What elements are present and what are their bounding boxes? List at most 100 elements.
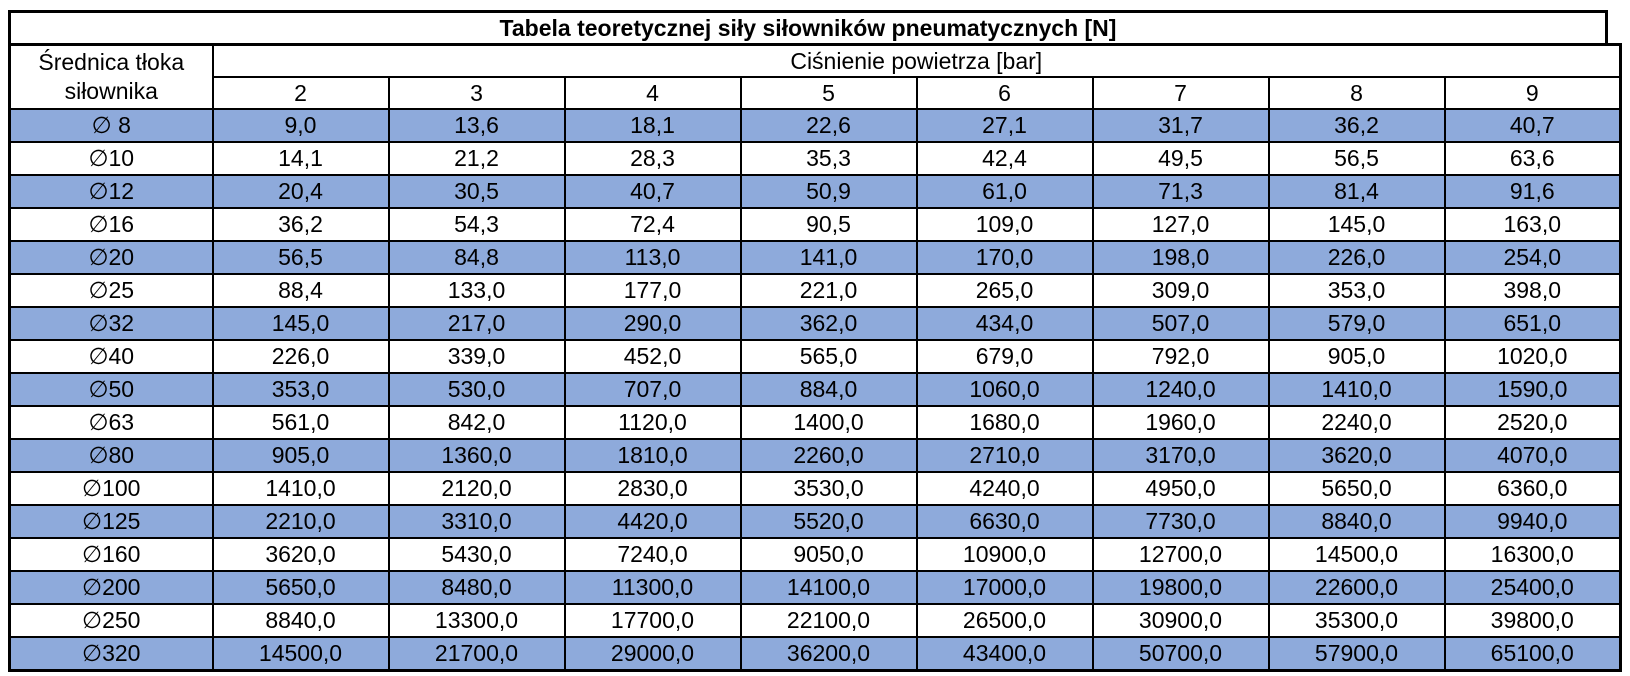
pressure-col-header: 2	[211, 76, 390, 110]
pressure-col-header: 3	[387, 76, 566, 110]
value-cell: 133,0	[387, 273, 566, 308]
diameter-cell: ∅40	[8, 339, 214, 374]
value-cell: 20,4	[211, 174, 390, 209]
value-cell: 8840,0	[211, 603, 390, 638]
value-cell: 72,4	[563, 207, 742, 242]
table-row: ∅40 226,0 339,0 452,0 565,0 679,0 792,0 905,0 10…	[8, 339, 1622, 374]
value-cell: 3620,0	[211, 537, 390, 572]
value-cell: 1400,0	[739, 405, 918, 440]
value-cell: 163,0	[1443, 207, 1622, 242]
value-cell: 5650,0	[1267, 471, 1446, 506]
pressure-col-header: 7	[1091, 76, 1270, 110]
value-cell: 265,0	[915, 273, 1094, 308]
value-cell: 57900,0	[1267, 636, 1446, 672]
value-cell: 2830,0	[563, 471, 742, 506]
value-cell: 9,0	[211, 108, 390, 143]
diameter-cell: ∅10	[8, 141, 214, 176]
table-row: ∅100 1410,0 2120,0 2830,0 3530,0 4240,0 4950,0…	[8, 471, 1622, 506]
table-row: ∅20 56,5 84,8 113,0 141,0 170,0 198,0 226,0 254,…	[8, 240, 1622, 275]
value-cell: 13,6	[387, 108, 566, 143]
value-cell: 9050,0	[739, 537, 918, 572]
table-row: ∅50 353,0 530,0 707,0 884,0 1060,0 1240,0 1410,…	[8, 372, 1622, 407]
diameter-cell: ∅200	[8, 570, 214, 605]
value-cell: 22100,0	[739, 603, 918, 638]
value-cell: 170,0	[915, 240, 1094, 275]
value-cell: 49,5	[1091, 141, 1270, 176]
value-cell: 71,3	[1091, 174, 1270, 209]
value-cell: 217,0	[387, 306, 566, 341]
value-cell: 6630,0	[915, 504, 1094, 539]
value-cell: 14100,0	[739, 570, 918, 605]
value-cell: 81,4	[1267, 174, 1446, 209]
value-cell: 452,0	[563, 339, 742, 374]
pressure-group-header: Ciśnienie powietrza [bar]	[211, 43, 1622, 78]
value-cell: 679,0	[915, 339, 1094, 374]
value-cell: 84,8	[387, 240, 566, 275]
value-cell: 19800,0	[1091, 570, 1270, 605]
diameter-cell: ∅63	[8, 405, 214, 440]
diameter-cell: ∅50	[8, 372, 214, 407]
value-cell: 1680,0	[915, 405, 1094, 440]
value-cell: 30900,0	[1091, 603, 1270, 638]
value-cell: 26500,0	[915, 603, 1094, 638]
value-cell: 290,0	[563, 306, 742, 341]
value-cell: 17000,0	[915, 570, 1094, 605]
value-cell: 56,5	[211, 240, 390, 275]
value-cell: 25400,0	[1443, 570, 1622, 605]
value-cell: 14500,0	[1267, 537, 1446, 572]
value-cell: 3310,0	[387, 504, 566, 539]
value-cell: 353,0	[1267, 273, 1446, 308]
pressure-col-header: 5	[739, 76, 918, 110]
value-cell: 1240,0	[1091, 372, 1270, 407]
value-cell: 579,0	[1267, 306, 1446, 341]
value-cell: 141,0	[739, 240, 918, 275]
table-row: ∅63 561,0 842,0 1120,0 1400,0 1680,0 1960,0 224…	[8, 405, 1622, 440]
value-cell: 7240,0	[563, 537, 742, 572]
value-cell: 2210,0	[211, 504, 390, 539]
value-cell: 1810,0	[563, 438, 742, 473]
value-cell: 8480,0	[387, 570, 566, 605]
value-cell: 56,5	[1267, 141, 1446, 176]
diameter-cell: ∅320	[8, 636, 214, 672]
value-cell: 1410,0	[211, 471, 390, 506]
diameter-header-line1: Średnica tłoka	[38, 49, 185, 76]
value-cell: 2120,0	[387, 471, 566, 506]
value-cell: 36200,0	[739, 636, 918, 672]
value-cell: 1120,0	[563, 405, 742, 440]
value-cell: 177,0	[563, 273, 742, 308]
value-cell: 3170,0	[1091, 438, 1270, 473]
value-cell: 565,0	[739, 339, 918, 374]
value-cell: 63,6	[1443, 141, 1622, 176]
value-cell: 507,0	[1091, 306, 1270, 341]
pressure-col-header: 6	[915, 76, 1094, 110]
diameter-cell: ∅100	[8, 471, 214, 506]
value-cell: 842,0	[387, 405, 566, 440]
value-cell: 14,1	[211, 141, 390, 176]
pressure-col-header: 4	[563, 76, 742, 110]
value-cell: 6360,0	[1443, 471, 1622, 506]
value-cell: 10900,0	[915, 537, 1094, 572]
value-cell: 8840,0	[1267, 504, 1446, 539]
value-cell: 2240,0	[1267, 405, 1446, 440]
value-cell: 22,6	[739, 108, 918, 143]
diameter-cell: ∅160	[8, 537, 214, 572]
value-cell: 39800,0	[1443, 603, 1622, 638]
value-cell: 226,0	[211, 339, 390, 374]
table-row: ∅ 8 9,0 13,6 18,1 22,6 27,1 31,7 36,2 40,7	[8, 108, 1622, 143]
value-cell: 5650,0	[211, 570, 390, 605]
value-cell: 1410,0	[1267, 372, 1446, 407]
value-cell: 145,0	[1267, 207, 1446, 242]
value-cell: 226,0	[1267, 240, 1446, 275]
value-cell: 905,0	[1267, 339, 1446, 374]
value-cell: 1020,0	[1443, 339, 1622, 374]
value-cell: 4950,0	[1091, 471, 1270, 506]
value-cell: 127,0	[1091, 207, 1270, 242]
table-row: ∅125 2210,0 3310,0 4420,0 5520,0 6630,0 7730,0…	[8, 504, 1622, 539]
table-row: ∅320 14500,0 21700,0 29000,0 36200,0 43400,0 5…	[8, 636, 1622, 672]
diameter-cell: ∅250	[8, 603, 214, 638]
value-cell: 40,7	[1443, 108, 1622, 143]
header-row-group: Średnica tłoka siłownika Ciśnienie powie…	[8, 43, 1622, 110]
value-cell: 88,4	[211, 273, 390, 308]
value-cell: 2520,0	[1443, 405, 1622, 440]
value-cell: 2710,0	[915, 438, 1094, 473]
